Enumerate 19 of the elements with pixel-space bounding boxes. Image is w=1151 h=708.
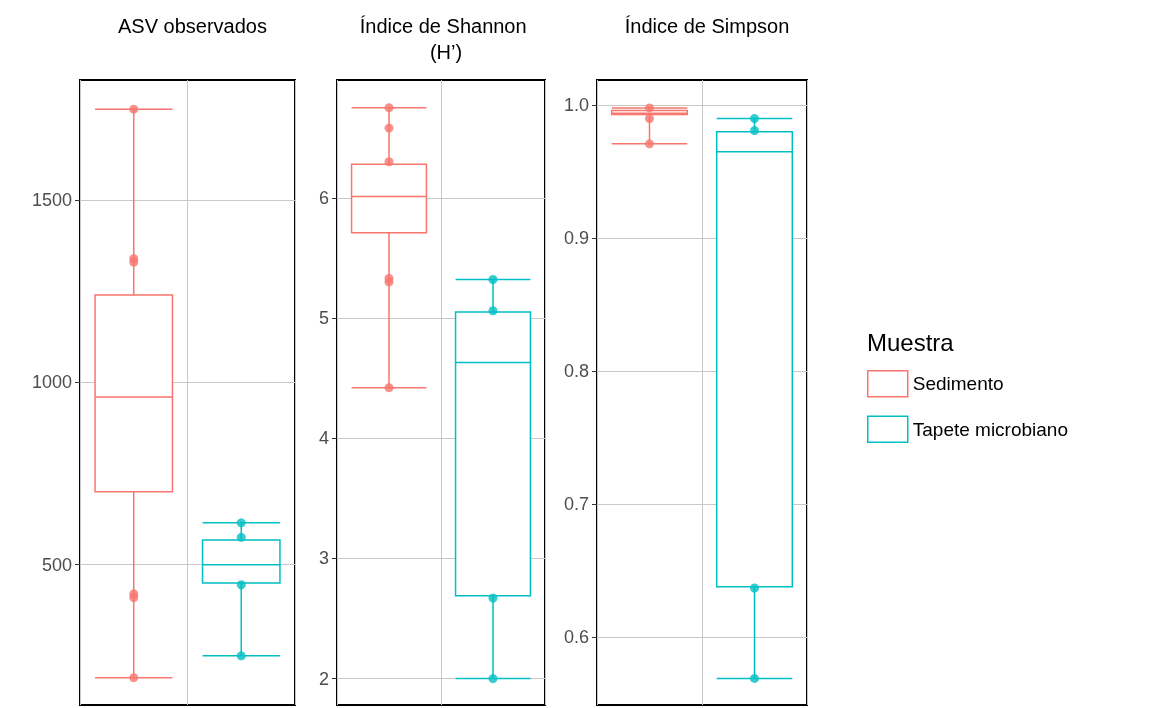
y-tick-label: 0.9 <box>563 228 589 249</box>
y-tick-label: 1.0 <box>563 95 589 116</box>
y-tick-label: 4 <box>318 428 329 449</box>
legend-title: Muestra <box>867 328 955 356</box>
chart-title: Índice de Shannon (H’) <box>359 15 533 63</box>
y-tick-label: 5 <box>318 307 329 328</box>
y-tick-label: 0.8 <box>563 361 589 382</box>
chart-title: Índice de Simpson <box>624 15 790 37</box>
y-tick-label: 0.6 <box>563 627 589 648</box>
y-tick-label: 1000 <box>31 372 72 393</box>
y-tick-label: 0.7 <box>563 494 589 515</box>
y-tick-label: 500 <box>41 554 72 575</box>
legend-label: Tapete microbiano <box>912 418 1069 440</box>
y-tick-label: 6 <box>318 187 329 208</box>
chart-title: ASV observados <box>118 15 267 37</box>
y-tick-label: 3 <box>318 548 329 569</box>
y-tick-label: 1500 <box>31 190 72 211</box>
legend-label: Sedimento <box>912 373 1004 395</box>
y-tick-label: 2 <box>318 668 329 689</box>
